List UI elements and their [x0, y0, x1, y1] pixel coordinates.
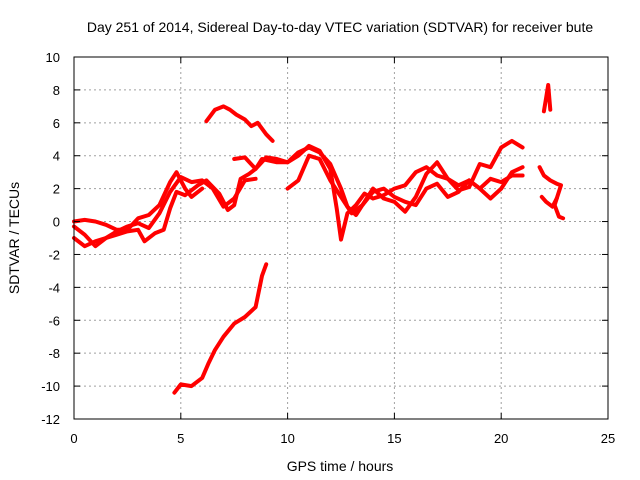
series-track-b	[72, 170, 205, 232]
chart-title: Day 251 of 2014, Sidereal Day-to-day VTE…	[87, 19, 594, 35]
x-axis-label: GPS time / hours	[287, 458, 394, 474]
y-tick-label: 2	[53, 182, 60, 197]
y-tick-label: -12	[41, 412, 60, 427]
data-series	[72, 83, 566, 395]
y-tick-label: 8	[53, 83, 60, 98]
grid-lines	[74, 57, 608, 419]
series-track-j	[539, 194, 559, 209]
axis-ticks	[73, 56, 609, 420]
x-tick-label: 15	[387, 431, 401, 446]
x-tick-labels: 0 5 10 15 20 25	[70, 431, 615, 446]
y-tick-label: -10	[41, 379, 60, 394]
x-tick-label: 25	[601, 431, 615, 446]
y-axis-label: SDTVAR / TECUs	[6, 182, 22, 294]
series-track-d	[204, 104, 275, 143]
y-tick-label: -2	[48, 247, 60, 262]
y-tick-label: 10	[46, 50, 60, 65]
series-track-f	[285, 153, 525, 216]
y-tick-label: 4	[53, 149, 60, 164]
x-tick-label: 5	[177, 431, 184, 446]
series-track-h	[541, 83, 553, 114]
y-tick-label: 0	[53, 215, 60, 230]
y-tick-label: 6	[53, 116, 60, 131]
x-tick-label: 10	[280, 431, 294, 446]
series-track-i	[537, 165, 566, 221]
y-tick-labels: -12 -10 -8 -6 -4 -2 0 2 4 6 8 10	[41, 50, 60, 427]
series-track-e	[232, 138, 525, 217]
x-tick-label: 0	[70, 431, 77, 446]
y-tick-label: -4	[48, 280, 60, 295]
plot-frame	[73, 56, 609, 420]
y-tick-label: -8	[48, 346, 60, 361]
series-track-c	[72, 143, 525, 249]
x-tick-label: 20	[494, 431, 508, 446]
series-track-g	[172, 262, 269, 395]
y-tick-label: -6	[48, 313, 60, 328]
